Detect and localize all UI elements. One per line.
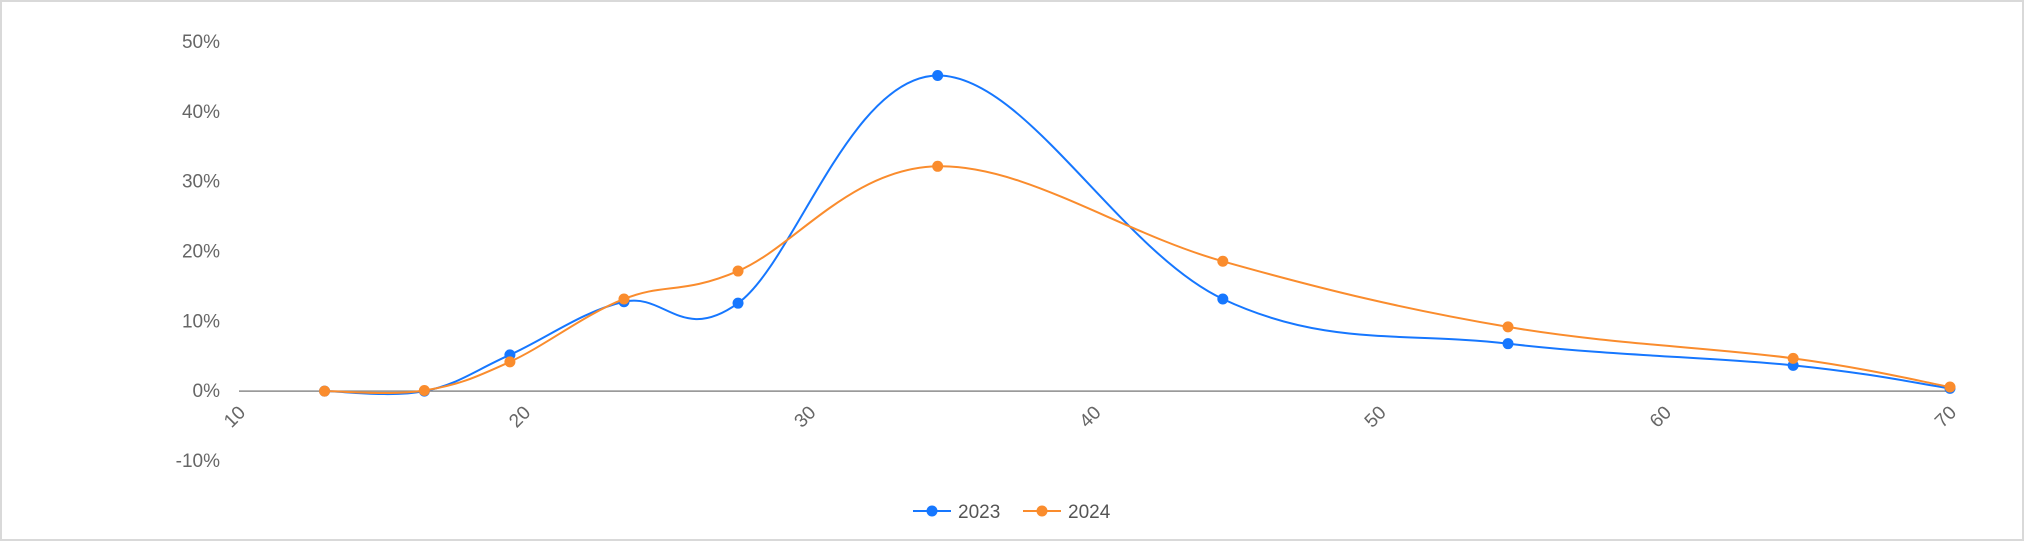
x-tick-label: 10 <box>220 402 250 432</box>
legend-label: 2024 <box>1068 502 1111 523</box>
y-tick-label: 0% <box>193 381 221 402</box>
y-tick-label: 10% <box>182 311 220 332</box>
x-tick-label: 40 <box>1076 402 1106 432</box>
y-tick-label: 30% <box>182 172 220 193</box>
data-point-2023[interactable] <box>932 70 944 82</box>
legend-marker-icon <box>1036 505 1048 517</box>
y-tick-label: -10% <box>176 451 220 472</box>
series-2023 <box>319 70 1956 397</box>
axes: -10% 0% 10% 20% 30% 40% 50% 10 20 30 40 50 60 70 <box>176 32 1961 472</box>
y-tick-label: 40% <box>182 102 220 123</box>
data-point-2024[interactable] <box>1217 255 1229 267</box>
legend-label: 2023 <box>958 502 1000 523</box>
data-point-2023[interactable] <box>732 297 744 309</box>
data-point-2024[interactable] <box>1502 321 1514 333</box>
x-tick-label: 30 <box>791 402 821 432</box>
legend-item-2023[interactable]: 2023 <box>913 502 1000 523</box>
y-tick-label: 50% <box>182 32 220 53</box>
data-point-2024[interactable] <box>732 265 744 277</box>
data-point-2024[interactable] <box>418 384 430 396</box>
series-2024 <box>319 160 1956 397</box>
data-point-2024[interactable] <box>932 160 944 172</box>
y-tick-label: 20% <box>182 242 220 263</box>
data-point-2024[interactable] <box>1787 352 1799 364</box>
series-layer <box>319 70 1956 397</box>
x-tick-label: 70 <box>1931 402 1961 432</box>
x-tick-label: 50 <box>1361 402 1391 432</box>
data-point-2024[interactable] <box>1944 381 1956 393</box>
series-line-2023 <box>324 74 1951 396</box>
legend-item-2024[interactable]: 2024 <box>1023 502 1111 523</box>
legend[interactable]: 2023 2024 <box>913 502 1111 523</box>
x-tick-label: 20 <box>505 402 535 432</box>
x-tick-label: 60 <box>1646 402 1676 432</box>
legend-marker-icon <box>926 505 938 517</box>
data-point-2024[interactable] <box>504 356 516 368</box>
data-point-2023[interactable] <box>1502 338 1514 350</box>
data-point-2024[interactable] <box>618 293 630 305</box>
data-point-2023[interactable] <box>1217 293 1229 305</box>
data-point-2024[interactable] <box>319 385 331 397</box>
